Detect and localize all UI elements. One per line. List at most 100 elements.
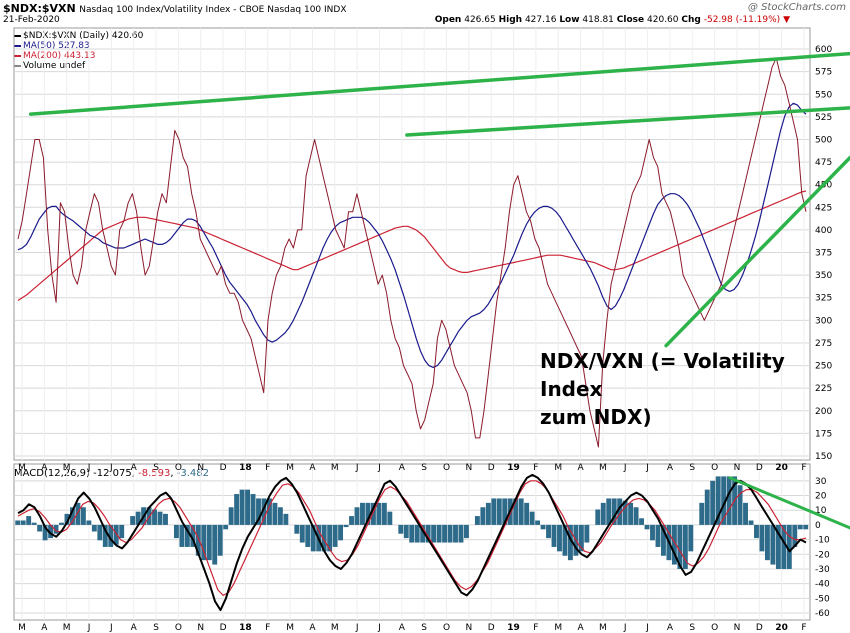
macd-histogram-bar (343, 524, 349, 528)
macd-histogram-bar (748, 520, 754, 525)
macd-histogram-bar (677, 524, 683, 569)
macd-histogram-bar (299, 524, 305, 543)
chg-value: -52.98 (-11.19%) (703, 15, 781, 25)
high-label: High (498, 15, 523, 25)
macd-histogram-bar (201, 524, 207, 561)
macd-y-tick-label: 0 (815, 521, 821, 531)
macd-histogram-bar (305, 524, 311, 547)
price-y-tick-label: 175 (815, 429, 832, 439)
price-x-tick-label: F (265, 463, 270, 473)
price-x-tick-label: F (533, 463, 538, 473)
price-y-tick-label: 250 (815, 362, 832, 372)
price-line (17, 57, 807, 448)
macd-x-tick-label: F (533, 623, 538, 633)
price-y-tick-label: 600 (815, 45, 832, 55)
macd-histogram-bar (442, 524, 448, 543)
price-x-tick-label: M (599, 463, 607, 473)
macd-x-tick-label: F (801, 623, 806, 633)
price-panel-frame (13, 27, 811, 461)
macd-histogram-bar (349, 516, 354, 525)
macd-histogram-bar (737, 485, 743, 525)
brand-watermark: @ StockCharts.com (747, 2, 846, 13)
macd-histogram-bar (157, 511, 163, 525)
macd-x-tick-label: M (554, 623, 562, 633)
macd-histogram-bar (381, 502, 387, 525)
macd-histogram-bar (195, 524, 201, 556)
macd-histogram-bar (502, 498, 508, 525)
macd-y-tick-label: -60 (815, 609, 830, 619)
macd-label: MACD(12,26,9) (14, 468, 90, 479)
macd-panel-frame (13, 463, 811, 621)
ma200-line (17, 190, 807, 301)
price-x-tick-label: M (63, 463, 71, 473)
price-y-tick-label: 200 (815, 407, 832, 417)
macd-histogram-bar (31, 522, 37, 525)
high-value: 427.16 (524, 15, 557, 25)
macd-x-tick-label: D (488, 623, 495, 633)
macd-histogram-bar (474, 516, 480, 525)
price-y-tick-label: 150 (815, 452, 832, 462)
price-x-tick-label: D (756, 463, 763, 473)
macd-histogram-bar (671, 524, 677, 565)
price-y-tick-label: 225 (815, 384, 832, 394)
macd-histogram-bar (59, 522, 64, 525)
macd-histogram-bar (223, 524, 229, 530)
macd-histogram-bar (163, 513, 168, 525)
price-y-tick-label: 575 (815, 68, 832, 78)
macd-histogram-bar (184, 524, 190, 547)
macd-histogram-bar (212, 524, 218, 565)
macd-histogram-bar (97, 524, 103, 541)
macd-histogram-bar (338, 524, 344, 541)
macd-histogram-bar (540, 524, 546, 530)
hist-value: -3.482 (176, 468, 209, 479)
macd-x-tick-label: D (220, 623, 227, 633)
macd-histogram-bar (365, 502, 371, 525)
price-x-tick-label: J (109, 463, 113, 473)
macd-histogram-bar (655, 524, 661, 547)
macd-x-tick-label: J (87, 623, 91, 633)
macd-x-tick-label: 20 (775, 623, 788, 633)
macd-histogram-bar (557, 524, 562, 552)
chart-header: $NDX:$VXN Nasdaq 100 Index/Volatility In… (3, 2, 346, 15)
trendline (664, 155, 850, 348)
macd-histogram-bar (321, 524, 327, 552)
macd-histogram-bar (485, 502, 491, 525)
price-x-tick-label: J (623, 463, 627, 473)
macd-histogram-bar (261, 498, 267, 525)
price-x-tick-label: N (734, 463, 741, 473)
macd-histogram-bar (173, 524, 179, 539)
macd-x-tick-label: M (599, 623, 607, 633)
macd-histogram-bar (217, 524, 223, 556)
macd-histogram-bar (546, 524, 551, 539)
macd-histogram-bar (682, 524, 688, 569)
macd-histogram-bar (70, 507, 75, 525)
macd-histogram-bar (578, 524, 584, 552)
signal-value: -8.593 (138, 468, 171, 479)
macd-x-tick-label: S (689, 623, 695, 633)
macd-histogram-bar (245, 489, 251, 525)
price-x-tick-label: A (309, 463, 316, 473)
price-x-tick-label: S (689, 463, 695, 473)
macd-histogram-bar (650, 524, 655, 541)
macd-histogram-bar (267, 498, 272, 525)
macd-histogram-bar (759, 524, 765, 552)
macd-histogram-bar (130, 516, 136, 525)
price-x-tick-label: M (18, 463, 26, 473)
macd-histogram-bar (529, 511, 535, 525)
macd-x-tick-label: A (41, 623, 48, 633)
symbol-description: Nasdaq 100 Index/Volatility Index - CBOE… (79, 5, 347, 15)
macd-histogram-bar (327, 524, 333, 552)
macd-histogram-bar (360, 502, 365, 525)
macd-histogram-bar (20, 520, 26, 525)
macd-histogram-bar (524, 502, 530, 525)
macd-x-tick-label: S (421, 623, 427, 633)
macd-histogram-bar (53, 524, 59, 534)
macd-histogram-bar (190, 524, 196, 547)
macd-histogram-bar (86, 520, 92, 525)
macd-y-tick-label: 30 (815, 477, 827, 487)
macd-histogram-bar (792, 524, 798, 547)
macd-histogram-bar (775, 524, 781, 569)
open-value: 426.65 (464, 15, 496, 25)
macd-x-tick-label: A (399, 623, 406, 633)
macd-trendline (728, 476, 850, 530)
